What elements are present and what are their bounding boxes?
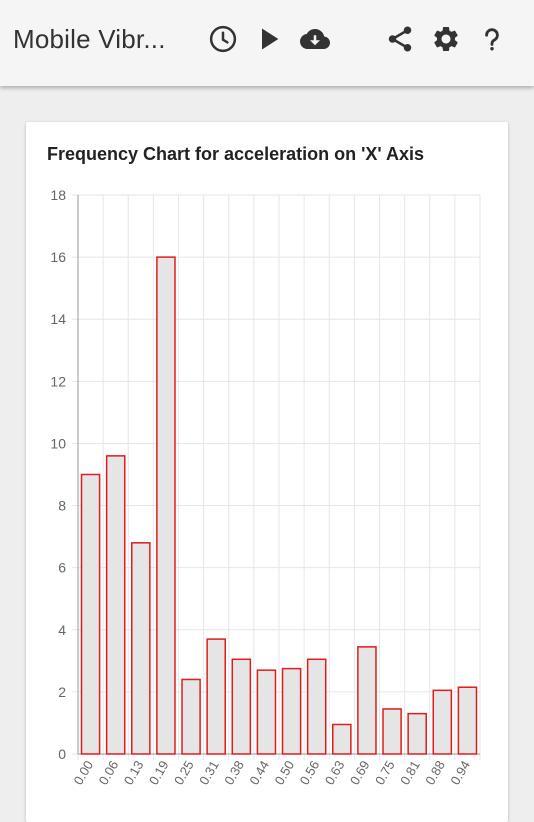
y-tick-label: 0 [58, 746, 66, 762]
bar [306, 658, 327, 755]
y-tick-label: 6 [58, 560, 66, 576]
x-tick-label: 0.69 [347, 758, 373, 787]
app-title: Mobile Vibr... [13, 24, 166, 54]
x-tick-label: 0.38 [221, 758, 247, 787]
y-tick-label: 14 [50, 311, 66, 327]
x-tick-label: 0.94 [447, 758, 473, 787]
x-tick-label: 0.19 [146, 758, 172, 787]
bar [457, 686, 478, 755]
bar [80, 473, 101, 755]
history-icon[interactable] [203, 19, 243, 59]
bar [407, 712, 427, 755]
settings-icon[interactable] [426, 19, 466, 59]
bar [256, 669, 277, 755]
bar [131, 542, 151, 755]
y-tick-label: 12 [50, 373, 66, 389]
x-tick-label: 0.56 [297, 758, 323, 787]
x-tick-label: 0.06 [96, 758, 122, 787]
x-tick-label: 0.50 [272, 758, 298, 787]
bar [156, 256, 176, 755]
bar [432, 689, 453, 755]
bar [357, 646, 377, 755]
x-tick-label: 0.81 [397, 758, 423, 787]
share-icon[interactable] [380, 19, 420, 59]
y-tick-label: 16 [50, 249, 66, 265]
bar [281, 667, 302, 755]
bar [332, 723, 352, 755]
y-tick-label: 4 [58, 622, 66, 638]
chart-title: Frequency Chart for acceleration on 'X' … [47, 144, 424, 164]
chart-card: Frequency Chart for acceleration on 'X' … [26, 122, 508, 822]
bar [382, 708, 402, 755]
bar [206, 638, 226, 755]
x-tick-label: 0.25 [171, 758, 197, 787]
app-bar: Mobile Vibr... [0, 0, 534, 86]
x-tick-label: 0.75 [372, 758, 398, 787]
y-tick-label: 2 [58, 684, 66, 700]
y-tick-label: 10 [50, 435, 66, 451]
x-tick-label: 0.31 [196, 758, 222, 787]
x-tick-label: 0.44 [246, 758, 272, 787]
x-tick-label: 0.13 [121, 758, 147, 787]
bar [231, 658, 252, 755]
x-tick-label: 0.00 [71, 758, 97, 787]
help-icon[interactable] [472, 19, 512, 59]
bar [181, 678, 201, 755]
bar [105, 455, 126, 755]
cloud-download-icon[interactable] [295, 19, 335, 59]
y-tick-label: 8 [58, 498, 66, 514]
play-icon[interactable] [249, 19, 289, 59]
x-tick-label: 0.63 [322, 758, 348, 787]
y-tick-label: 18 [50, 187, 66, 203]
x-tick-label: 0.88 [422, 758, 448, 787]
